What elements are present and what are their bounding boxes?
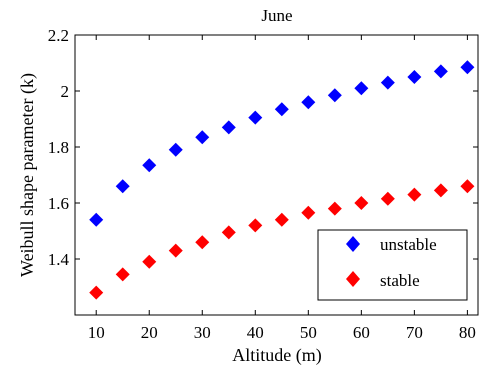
data-point-unstable (274, 102, 289, 117)
data-point-unstable (354, 81, 369, 96)
y-tick-label: 1.8 (48, 138, 69, 157)
data-point-unstable (407, 70, 422, 84)
data-point-unstable (301, 95, 316, 110)
data-point-unstable (89, 212, 104, 227)
axis-ticks: 10 20 30 40 50 60 70 80 1.4 1.6 1.8 2 2.2 (48, 26, 478, 342)
legend-label-unstable: unstable (380, 235, 437, 254)
data-point-unstable (248, 110, 263, 125)
data-point-stable (89, 285, 104, 300)
data-point-stable (115, 267, 130, 282)
y-tick-label: 1.6 (48, 194, 69, 213)
data-point-unstable (380, 75, 395, 90)
x-axis-title: Altitude (m) (232, 345, 321, 366)
legend-label-stable: stable (380, 271, 420, 290)
data-point-stable (221, 225, 236, 240)
chart-title: June (261, 6, 292, 25)
data-point-stable (142, 254, 157, 269)
data-point-unstable (115, 179, 130, 194)
x-tick-label: 30 (194, 323, 211, 342)
data-point-unstable (327, 88, 342, 103)
data-point-stable (354, 196, 369, 210)
data-point-stable (248, 218, 263, 233)
x-tick-label: 10 (88, 323, 105, 342)
y-tick-label: 2 (61, 82, 70, 101)
legend-marker-unstable (346, 236, 360, 252)
data-point-stable (433, 183, 448, 198)
data-point-unstable (168, 142, 183, 157)
data-point-unstable (142, 158, 157, 173)
x-tick-label: 40 (247, 323, 264, 342)
x-tick-label: 70 (406, 323, 423, 342)
legend-marker-stable (346, 271, 360, 287)
y-tick-label: 2.2 (48, 26, 69, 45)
data-point-stable (407, 187, 422, 202)
data-point-unstable (195, 130, 210, 145)
x-tick-label: 50 (300, 323, 317, 342)
x-tick-label: 60 (353, 323, 370, 342)
x-tick-label: 80 (459, 323, 476, 342)
data-point-stable (460, 179, 475, 194)
data-point-stable (327, 201, 342, 216)
x-tick-label: 20 (141, 323, 158, 342)
legend: unstable stable (317, 229, 468, 301)
data-point-stable (380, 191, 395, 206)
data-point-unstable (433, 64, 448, 79)
data-point-stable (168, 243, 183, 258)
data-point-stable (274, 212, 289, 227)
data-point-stable (195, 235, 210, 250)
legend-box (317, 229, 468, 301)
data-point-unstable (460, 60, 475, 75)
y-axis-title: Weibull shape parameter (k) (17, 73, 38, 277)
data-point-unstable (221, 120, 236, 135)
y-tick-label: 1.4 (48, 250, 70, 269)
data-points (89, 60, 475, 300)
data-point-stable (301, 205, 316, 220)
